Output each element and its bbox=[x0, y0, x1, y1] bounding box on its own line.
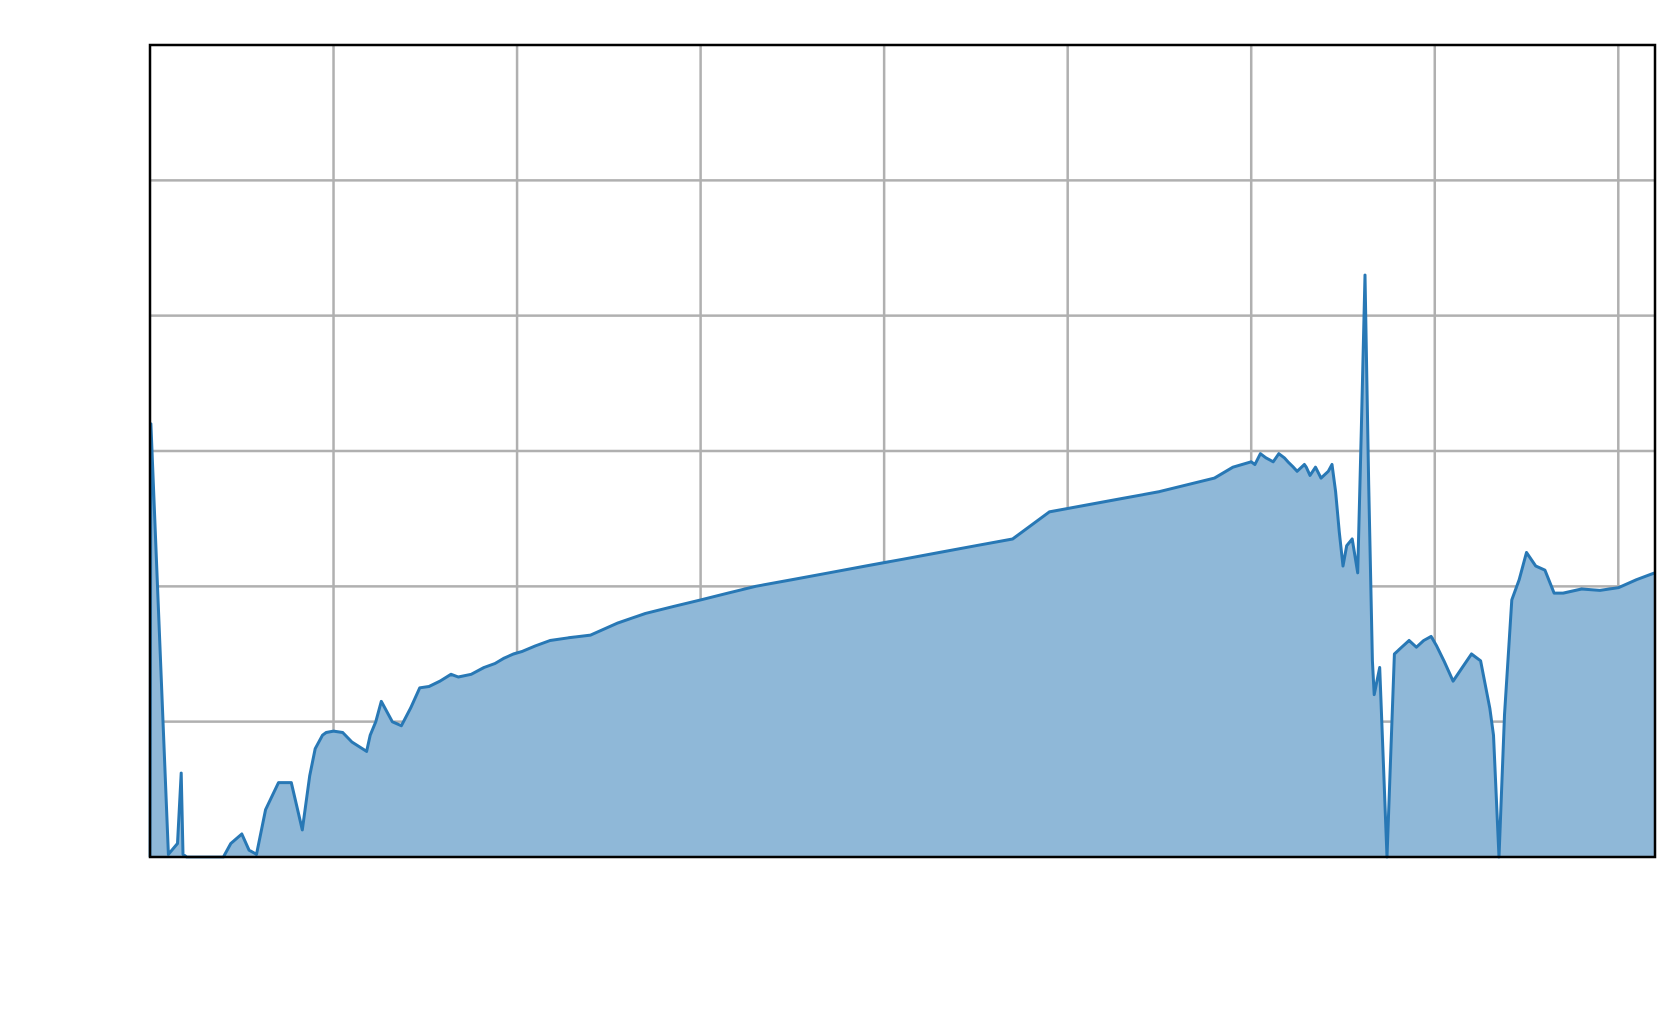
series-area bbox=[148, 273, 1656, 859]
series-line-1 bbox=[148, 273, 1656, 859]
series-fill-1 bbox=[150, 275, 1655, 858]
plot-frame bbox=[148, 43, 1657, 859]
